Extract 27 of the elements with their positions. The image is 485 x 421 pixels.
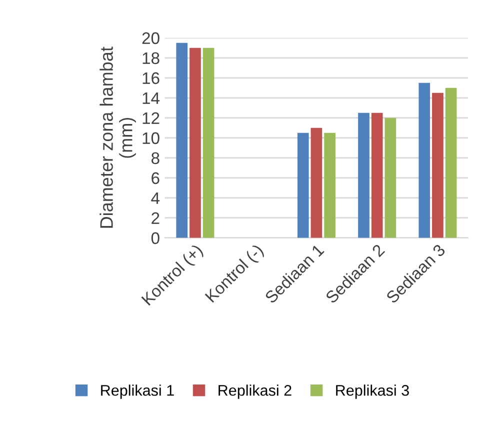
bar (371, 112, 383, 238)
y-tick-label: 8 (151, 152, 160, 164)
bar (384, 118, 396, 238)
bar (202, 48, 214, 238)
bar (432, 92, 444, 238)
y-tick-label: 0 (151, 232, 160, 244)
y-tick-label: 20 (142, 32, 160, 44)
bar (176, 42, 188, 238)
y-tick-label: 14 (142, 92, 160, 104)
bar (418, 82, 430, 238)
legend-label: Replikasi 1 (101, 384, 174, 399)
y-tick-label: 16 (142, 72, 160, 84)
bar (324, 132, 336, 238)
legend-label: Replikasi 2 (218, 384, 292, 399)
y-axis-title: Diameter zona hambat (mm) (100, 46, 136, 228)
bar (310, 128, 322, 238)
bar (445, 88, 457, 238)
y-tick-label: 4 (151, 192, 160, 204)
legend-label: Replikasi 3 (336, 384, 409, 399)
y-tick-label: 10 (142, 132, 160, 144)
y-tick-label: 12 (142, 112, 160, 124)
y-tick-label: 6 (152, 172, 160, 184)
y-tick-label: 2 (152, 212, 160, 224)
bar (190, 48, 201, 238)
bar (358, 112, 370, 238)
y-tick-label: 18 (142, 52, 160, 64)
bar (297, 132, 309, 238)
